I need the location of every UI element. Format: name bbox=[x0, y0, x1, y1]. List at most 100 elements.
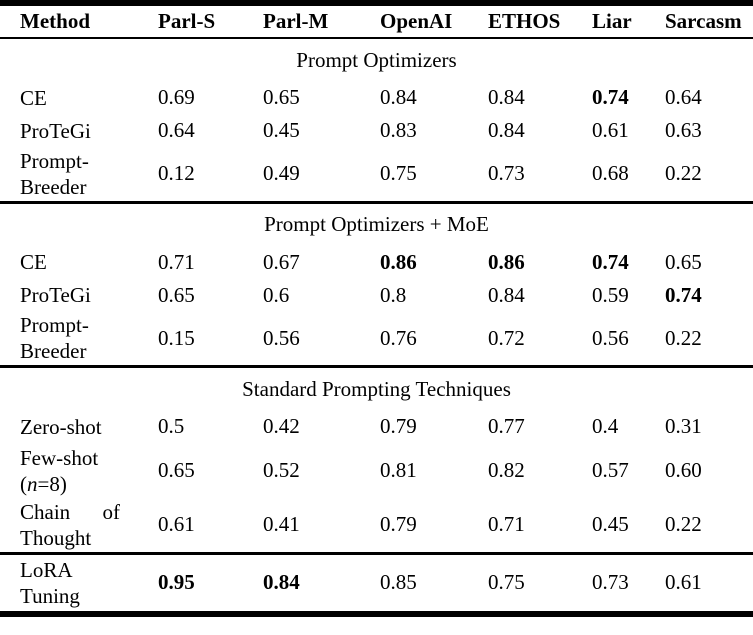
method-cell: ProTeGi bbox=[20, 283, 91, 307]
value-cell: 0.79 bbox=[380, 512, 417, 537]
section-header-row: Prompt Optimizers bbox=[0, 38, 753, 81]
column-header-method: Method bbox=[20, 9, 90, 33]
value-cell: 0.63 bbox=[665, 118, 702, 142]
value-cell: 0.15 bbox=[158, 325, 195, 350]
method-note-open: ( bbox=[20, 471, 27, 496]
value-cell: 0.31 bbox=[665, 414, 702, 438]
value-cell: 0.76 bbox=[380, 325, 417, 350]
column-header-parl-s: Parl-S bbox=[158, 9, 216, 33]
value-cell: 0.52 bbox=[263, 458, 300, 482]
value-cell: 0.79 bbox=[380, 414, 417, 438]
value-cell: 0.22 bbox=[665, 161, 702, 186]
value-cell: 0.22 bbox=[665, 325, 702, 350]
value-cell: 0.84 bbox=[263, 570, 300, 595]
value-cell: 0.74 bbox=[592, 249, 629, 274]
value-cell: 0.65 bbox=[158, 282, 195, 307]
table-row: ProTeGi 0.65 0.6 0.8 0.84 0.59 0.74 bbox=[0, 279, 753, 312]
column-header-liar: Liar bbox=[592, 9, 632, 33]
method-cell: ProTeGi bbox=[20, 118, 91, 143]
value-cell: 0.65 bbox=[158, 458, 195, 482]
section-title: Prompt Optimizers + MoE bbox=[264, 212, 489, 236]
value-cell: 0.86 bbox=[488, 249, 525, 274]
value-cell: 0.65 bbox=[263, 85, 300, 109]
value-cell: 0.69 bbox=[158, 85, 195, 109]
value-cell: 0.56 bbox=[592, 325, 629, 350]
value-cell: 0.41 bbox=[263, 512, 300, 537]
value-cell: 0.60 bbox=[665, 458, 702, 482]
method-cell: Zero-shot bbox=[20, 414, 102, 439]
math-variable: n bbox=[27, 471, 38, 496]
section-header-row: Standard Prompting Techniques bbox=[0, 366, 753, 411]
value-cell: 0.75 bbox=[380, 161, 417, 186]
value-cell: 0.42 bbox=[263, 414, 300, 438]
value-cell: 0.86 bbox=[380, 249, 417, 274]
value-cell: 0.49 bbox=[263, 161, 300, 186]
value-cell: 0.56 bbox=[263, 325, 300, 350]
value-cell: 0.57 bbox=[592, 458, 629, 482]
value-cell: 0.77 bbox=[488, 414, 525, 438]
table-row: CE 0.71 0.67 0.86 0.86 0.74 0.65 bbox=[0, 246, 753, 279]
method-note-close: =8) bbox=[37, 471, 67, 496]
column-header-ethos: ETHOS bbox=[488, 9, 561, 33]
value-cell: 0.22 bbox=[665, 512, 702, 537]
table-row: Chain of Thought 0.61 0.41 0.79 0.71 0.45 0.22 bbox=[0, 498, 753, 553]
method-cell: CE bbox=[20, 250, 47, 274]
value-cell: 0.95 bbox=[158, 570, 195, 595]
value-cell: 0.61 bbox=[158, 512, 195, 537]
method-cell: Few-shot (n=8) bbox=[20, 445, 99, 496]
value-cell: 0.71 bbox=[488, 512, 525, 537]
value-cell: 0.65 bbox=[665, 249, 702, 274]
column-header-openai: OpenAI bbox=[380, 9, 453, 33]
value-cell: 0.67 bbox=[263, 249, 300, 274]
value-cell: 0.82 bbox=[488, 458, 525, 482]
value-cell: 0.73 bbox=[592, 570, 629, 595]
value-cell: 0.68 bbox=[592, 161, 629, 186]
value-cell: 0.73 bbox=[488, 161, 525, 186]
section-header-row: Prompt Optimizers + MoE bbox=[0, 202, 753, 246]
method-cell: Prompt-Breeder bbox=[20, 313, 89, 364]
value-cell: 0.84 bbox=[488, 118, 525, 142]
value-cell: 0.5 bbox=[158, 414, 185, 438]
value-cell: 0.45 bbox=[263, 118, 300, 142]
table-row: CE 0.69 0.65 0.84 0.84 0.74 0.64 bbox=[0, 81, 753, 114]
method-cell: Chain of Thought bbox=[20, 499, 120, 550]
value-cell: 0.84 bbox=[488, 85, 525, 109]
value-cell: 0.12 bbox=[158, 161, 195, 186]
method-cell: LoRA Tuning bbox=[20, 557, 80, 608]
value-cell: 0.84 bbox=[488, 282, 525, 307]
section-title: Standard Prompting Techniques bbox=[242, 376, 511, 401]
value-cell: 0.59 bbox=[592, 282, 629, 307]
results-table-body: Prompt Optimizers CE 0.69 0.65 0.84 0.84 0.74 0… bbox=[0, 38, 753, 614]
value-cell: 0.71 bbox=[158, 249, 195, 274]
section-title: Prompt Optimizers bbox=[296, 47, 457, 72]
value-cell: 0.83 bbox=[380, 118, 417, 142]
table-row: Prompt-Breeder 0.12 0.49 0.75 0.73 0.68 0.22 bbox=[0, 147, 753, 202]
value-cell: 0.61 bbox=[592, 118, 629, 142]
table-row: LoRA Tuning 0.95 0.84 0.85 0.75 0.73 0.61 bbox=[0, 553, 753, 614]
table-row: Few-shot (n=8) 0.65 0.52 0.81 0.82 0.57 0.60 bbox=[0, 443, 753, 498]
value-cell: 0.84 bbox=[380, 85, 417, 109]
value-cell: 0.61 bbox=[665, 570, 702, 595]
value-cell: 0.45 bbox=[592, 512, 629, 537]
value-cell: 0.6 bbox=[263, 282, 290, 307]
value-cell: 0.74 bbox=[665, 282, 702, 307]
column-header-sarcasm: Sarcasm bbox=[665, 9, 742, 33]
method-cell: Prompt-Breeder bbox=[20, 148, 89, 199]
value-cell: 0.75 bbox=[488, 570, 525, 595]
results-table: Method Parl-S Parl-M OpenAI ETHOS Liar S… bbox=[0, 0, 753, 617]
header-row: Method Parl-S Parl-M OpenAI ETHOS Liar S… bbox=[0, 3, 753, 38]
method-cell: CE bbox=[20, 85, 47, 110]
value-cell: 0.4 bbox=[592, 414, 619, 438]
value-cell: 0.74 bbox=[592, 85, 629, 109]
value-cell: 0.85 bbox=[380, 570, 417, 595]
value-cell: 0.8 bbox=[380, 282, 407, 307]
value-cell: 0.72 bbox=[488, 325, 525, 350]
table-row: Zero-shot 0.5 0.42 0.79 0.77 0.4 0.31 bbox=[0, 410, 753, 443]
table-row: ProTeGi 0.64 0.45 0.83 0.84 0.61 0.63 bbox=[0, 114, 753, 147]
value-cell: 0.64 bbox=[158, 118, 195, 142]
value-cell: 0.64 bbox=[665, 85, 702, 109]
table-row: Prompt-Breeder 0.15 0.56 0.76 0.72 0.56 0.22 bbox=[0, 312, 753, 367]
value-cell: 0.81 bbox=[380, 458, 417, 482]
column-header-parl-m: Parl-M bbox=[263, 9, 329, 33]
